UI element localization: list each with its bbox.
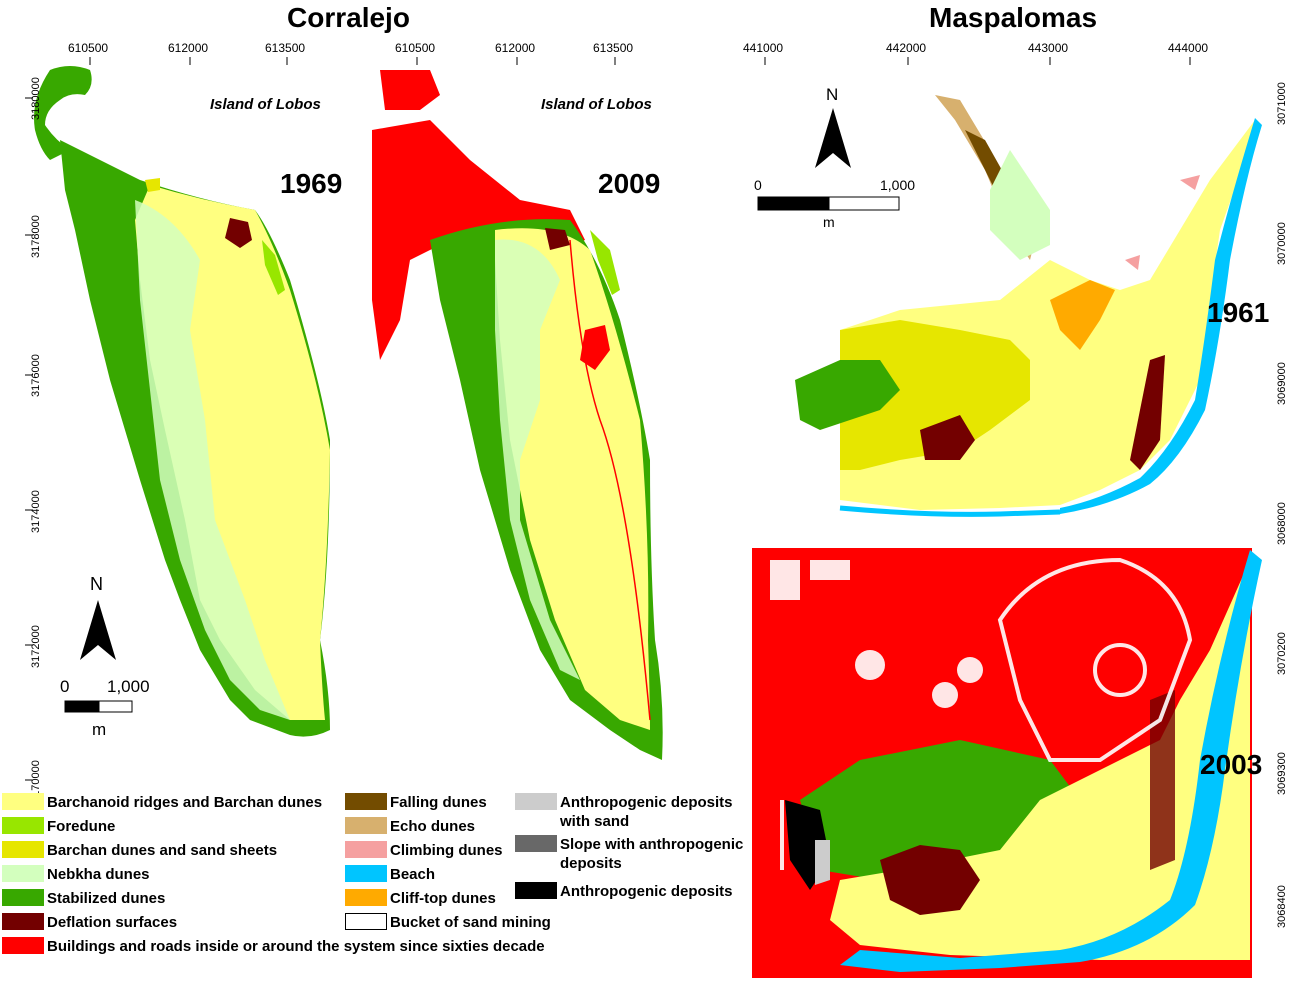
legend-item: Cliff-top dunes [345, 889, 496, 908]
legend-swatch [515, 882, 557, 899]
legend-swatch [345, 793, 387, 810]
legend-item: Slope with anthropogenic deposits [515, 835, 760, 873]
y-tick-label: 3176000 [30, 354, 42, 397]
y-tick-label: 3178000 [30, 215, 42, 258]
legend-label: Cliff-top dunes [390, 890, 496, 907]
year-label-2009: 2009 [598, 168, 661, 199]
y-tick-label: 3070200 [1276, 632, 1288, 675]
legend-swatch [2, 793, 44, 810]
scale-unit-label: m [92, 720, 107, 739]
legend-label: Nebkha dunes [47, 866, 150, 883]
north-label: N [826, 85, 839, 104]
legend-label: Falling dunes [390, 794, 487, 811]
y-tick-label: 3071000 [1276, 82, 1288, 125]
maspalomas-title: Maspalomas [929, 2, 1098, 33]
legend-swatch [2, 817, 44, 834]
legend-swatch [345, 865, 387, 882]
legend-swatch [2, 865, 44, 882]
legend-item: Anthropogenic deposits with sand [515, 793, 755, 831]
y-tick-label: 3069300 [1276, 752, 1288, 795]
x-tick-label: 610500 [395, 41, 436, 55]
legend-label: Barchanoid ridges and Barchan dunes [47, 794, 323, 811]
legend-swatch [2, 937, 44, 954]
legend-item: Nebkha dunes [2, 865, 150, 884]
x-tick-label: 613500 [593, 41, 634, 55]
grid-ticks [25, 57, 1191, 781]
legend-swatch [2, 889, 44, 906]
x-tick-label: 613500 [265, 41, 306, 55]
legend-swatch [515, 793, 557, 810]
x-tick-label: 612000 [495, 41, 536, 55]
year-label-1969: 1969 [280, 168, 343, 199]
legend-item: Falling dunes [345, 793, 487, 812]
legend-swatch [2, 841, 44, 858]
north-arrow-maspalomas [815, 108, 851, 168]
x-tick-label: 441000 [743, 41, 784, 55]
maspalomas-1961-map [795, 95, 1262, 517]
x-tick-label: 444000 [1168, 41, 1209, 55]
island-of-lobos-label: Island of Lobos [541, 96, 652, 113]
scale-zero-label: 0 [60, 677, 70, 696]
legend-item: Barchan dunes and sand sheets [2, 841, 277, 860]
legend-label: Anthropogenic deposits [560, 883, 733, 900]
legend-swatch [2, 913, 44, 930]
corralejo-1969-map [34, 66, 330, 737]
legend-label: Foredune [47, 818, 116, 835]
legend-label: Stabilized dunes [47, 890, 166, 907]
legend-item: Anthropogenic deposits [515, 882, 733, 901]
y-tick-label: 3069000 [1276, 362, 1288, 405]
north-label: N [90, 574, 103, 594]
legend-label: Barchan dunes and sand sheets [47, 842, 278, 859]
legend-swatch [345, 913, 387, 930]
legend-label: Slope with anthropogenic deposits [560, 836, 744, 872]
legend-label: Bucket of sand mining [390, 914, 551, 931]
legend-item: Barchanoid ridges and Barchan dunes [2, 793, 322, 812]
legend-label: Buildings and roads inside or around the… [47, 938, 545, 955]
maspalomas-2003-map [752, 548, 1262, 978]
legend-label: Deflation surfaces [47, 914, 178, 931]
y-tick-label: 3174000 [30, 490, 42, 533]
x-tick-label: 443000 [1028, 41, 1069, 55]
legend-item: Buildings and roads inside or around the… [2, 937, 545, 956]
legend-label: Anthropogenic deposits with sand [560, 794, 733, 830]
legend-swatch [345, 841, 387, 858]
legend-swatch [515, 835, 557, 852]
legend-item: Echo dunes [345, 817, 475, 836]
corralejo-2009-map [372, 70, 663, 760]
legend-item: Beach [345, 865, 435, 884]
legend-item: Climbing dunes [345, 841, 503, 860]
north-arrow-corralejo [80, 600, 116, 660]
scalebar-corralejo [64, 700, 133, 713]
y-tick-label: 3070000 [1276, 222, 1288, 265]
x-tick-label: 610500 [68, 41, 109, 55]
scale-max-label: 1,000 [107, 677, 150, 696]
x-tick-label: 612000 [168, 41, 209, 55]
y-tick-label: 3172000 [30, 625, 42, 668]
y-tick-label: 3180000 [30, 77, 42, 120]
y-tick-label: 3068000 [1276, 502, 1288, 545]
legend-label: Beach [390, 866, 436, 883]
legend-item: Deflation surfaces [2, 913, 177, 932]
scale-max-label: 1,000 [880, 177, 916, 193]
corralejo-title: Corralejo [287, 2, 410, 33]
scale-zero-label: 0 [754, 177, 762, 193]
legend-label: Echo dunes [390, 818, 476, 835]
legend-label: Climbing dunes [390, 842, 503, 859]
scalebar-maspalomas [757, 196, 900, 211]
legend-item: Stabilized dunes [2, 889, 165, 908]
legend-swatch [345, 817, 387, 834]
year-label-2003: 2003 [1200, 749, 1263, 780]
island-of-lobos-label: Island of Lobos [210, 96, 321, 113]
y-tick-label: 3068400 [1276, 885, 1288, 928]
x-tick-label: 442000 [886, 41, 927, 55]
legend-item: Bucket of sand mining [345, 913, 551, 932]
scale-unit-label: m [823, 214, 835, 230]
legend-item: Foredune [2, 817, 115, 836]
year-label-1961: 1961 [1207, 297, 1270, 328]
legend-swatch [345, 889, 387, 906]
